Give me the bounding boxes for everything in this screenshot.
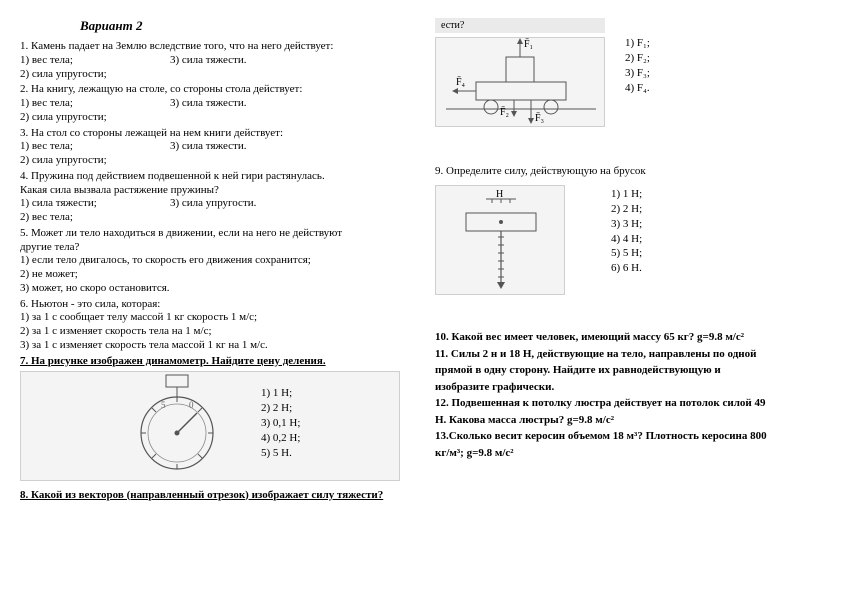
question-11b: прямой в одну сторону. Найдите их равнод… [435,362,820,379]
q7-a3: 3) 0,1 Н; [261,417,300,429]
cart-svg: F̄₁ F̄₄ F̄₂ F̄₃ [436,37,604,127]
svg-text:F̄₁: F̄₁ [524,38,533,50]
question-11a: 11. Силы 2 н и 18 Н, действующие на тело… [435,346,820,363]
gauge-figure: 5 0 1) 1 Н; 2) 2 Н; 3) 0,1 Н; 4) 0,2 Н; … [20,371,400,481]
question-12a: 12. Подвешенная к потолку люстра действу… [435,395,820,412]
q1-opt1: 1) вес тела; [20,54,170,68]
cart-a2: 2) F₂; [625,51,650,66]
question-6: 6. Ньютон - это сила, которая: 1) за 1 с… [20,298,405,353]
question-2: 2. На книгу, лежащую на столе, со сторон… [20,83,405,124]
spring-a3: 3) 3 Н; [611,217,642,232]
q3-opt1: 1) вес тела; [20,140,170,154]
q7-a5: 5) 5 Н. [261,447,292,459]
question-8: 8. Какой из векторов (направленный отрез… [20,489,405,501]
spring-a2: 2) 2 Н; [611,202,642,217]
spring-row: Н 1) 1 Н; 2) 2 [435,181,820,299]
cart-a4: 4) F₄. [625,81,650,96]
gauge-svg: 5 0 1) 1 Н; 2) 2 Н; 3) 0,1 Н; 4) 0,2 Н; … [21,371,399,481]
svg-text:5: 5 [161,400,166,410]
svg-text:F̄₂: F̄₂ [500,106,509,118]
q7-a2: 2) 2 Н; [261,402,292,414]
q5-stem-b: другие тела? [20,241,405,255]
q3-stem: 3. На стол со стороны лежащей на нем кни… [20,127,405,141]
q6-stem: 6. Ньютон - это сила, которая: [20,298,405,312]
question-4: 4. Пружина под действием подвешенной к н… [20,170,405,225]
q5-opt3: 3) может, но скоро остановится. [20,282,405,296]
q7-a4: 4) 0,2 Н; [261,432,300,444]
q6-opt2: 2) за 1 с изменяет скорость тела на 1 м/… [20,325,405,339]
q2-opt1: 1) вес тела; [20,97,170,111]
cart-figure: F̄₁ F̄₄ F̄₂ F̄₃ [435,37,605,127]
question-12b: Н. Какова масса люстры? g=9.8 м/с² [435,412,820,429]
question-3: 3. На стол со стороны лежащей на нем кни… [20,127,405,168]
svg-text:F̄₃: F̄₃ [535,112,544,124]
top-strip: ести? [435,18,605,33]
spring-a1: 1) 1 Н; [611,187,642,202]
question-1: 1. Камень падает на Землю вследствие тог… [20,40,405,81]
question-13b: кг/м³; g=9.8 м/с² [435,445,820,462]
q2-opt3: 3) сила тяжести. [170,97,246,111]
q1-opt3: 3) сила тяжести. [170,54,246,68]
questions-10-13: 10. Какой вес имеет человек, имеющий мас… [435,329,820,461]
q5-opt2: 2) не может; [20,268,405,282]
spring-svg: Н [436,185,564,295]
q4-opt2: 2) вес тела; [20,211,405,225]
svg-text:0: 0 [189,400,194,410]
cart-row: ести? F̄₁ F̄₄ [435,18,820,131]
q1-opt2: 2) сила упругости; [20,68,405,82]
q5-stem-a: 5. Может ли тело находиться в движении, … [20,227,405,241]
spring-a6: 6) 6 Н. [611,261,642,276]
q6-opt3: 3) за 1 с изменяет скорость тела массой … [20,339,405,353]
left-column: Вариант 2 1. Камень падает на Землю всле… [20,18,420,577]
q4-opt3: 3) сила упругости. [170,197,256,211]
q4-stem-a: 4. Пружина под действием подвешенной к н… [20,170,405,184]
q6-opt1: 1) за 1 с сообщает телу массой 1 кг скор… [20,311,405,325]
question-11c: изобразите графически. [435,379,820,396]
q4-stem-b: Какая сила вызвала растяжение пружины? [20,184,405,198]
q7-a1: 1) 1 Н; [261,387,292,399]
spring-a5: 5) 5 Н; [611,246,642,261]
spring-a4: 4) 4 Н; [611,232,642,247]
question-13a: 13.Сколько весит керосин объемом 18 м³? … [435,428,820,445]
spring-figure: Н [435,185,565,295]
q2-stem: 2. На книгу, лежащую на столе, со сторон… [20,83,405,97]
q3-opt2: 2) сила упругости; [20,154,405,168]
right-column: ести? F̄₁ F̄₄ [420,18,820,577]
cart-answers: 1) F₁; 2) F₂; 3) F₃; 4) F₄. [611,18,650,95]
q3-opt3: 3) сила тяжести. [170,140,246,154]
question-9: 9. Определите силу, действующую на брусо… [435,165,820,177]
q2-opt2: 2) сила упругости; [20,111,405,125]
cart-a1: 1) F₁; [625,36,650,51]
q5-opt1: 1) если тело двигалось, то скорость его … [20,254,405,268]
spring-answers: 1) 1 Н; 2) 2 Н; 3) 3 Н; 4) 4 Н; 5) 5 Н; … [571,181,642,276]
variant-title: Вариант 2 [80,18,405,34]
q1-stem: 1. Камень падает на Землю вследствие тог… [20,40,405,54]
q4-opt1: 1) сила тяжести; [20,197,170,211]
question-7: 7. На рисунке изображен динамометр. Найд… [20,355,405,367]
question-10: 10. Какой вес имеет человек, имеющий мас… [435,329,820,346]
svg-text:F̄₄: F̄₄ [456,76,466,88]
svg-text:Н: Н [496,189,503,200]
cart-a3: 3) F₃; [625,66,650,81]
question-5: 5. Может ли тело находиться в движении, … [20,227,405,296]
